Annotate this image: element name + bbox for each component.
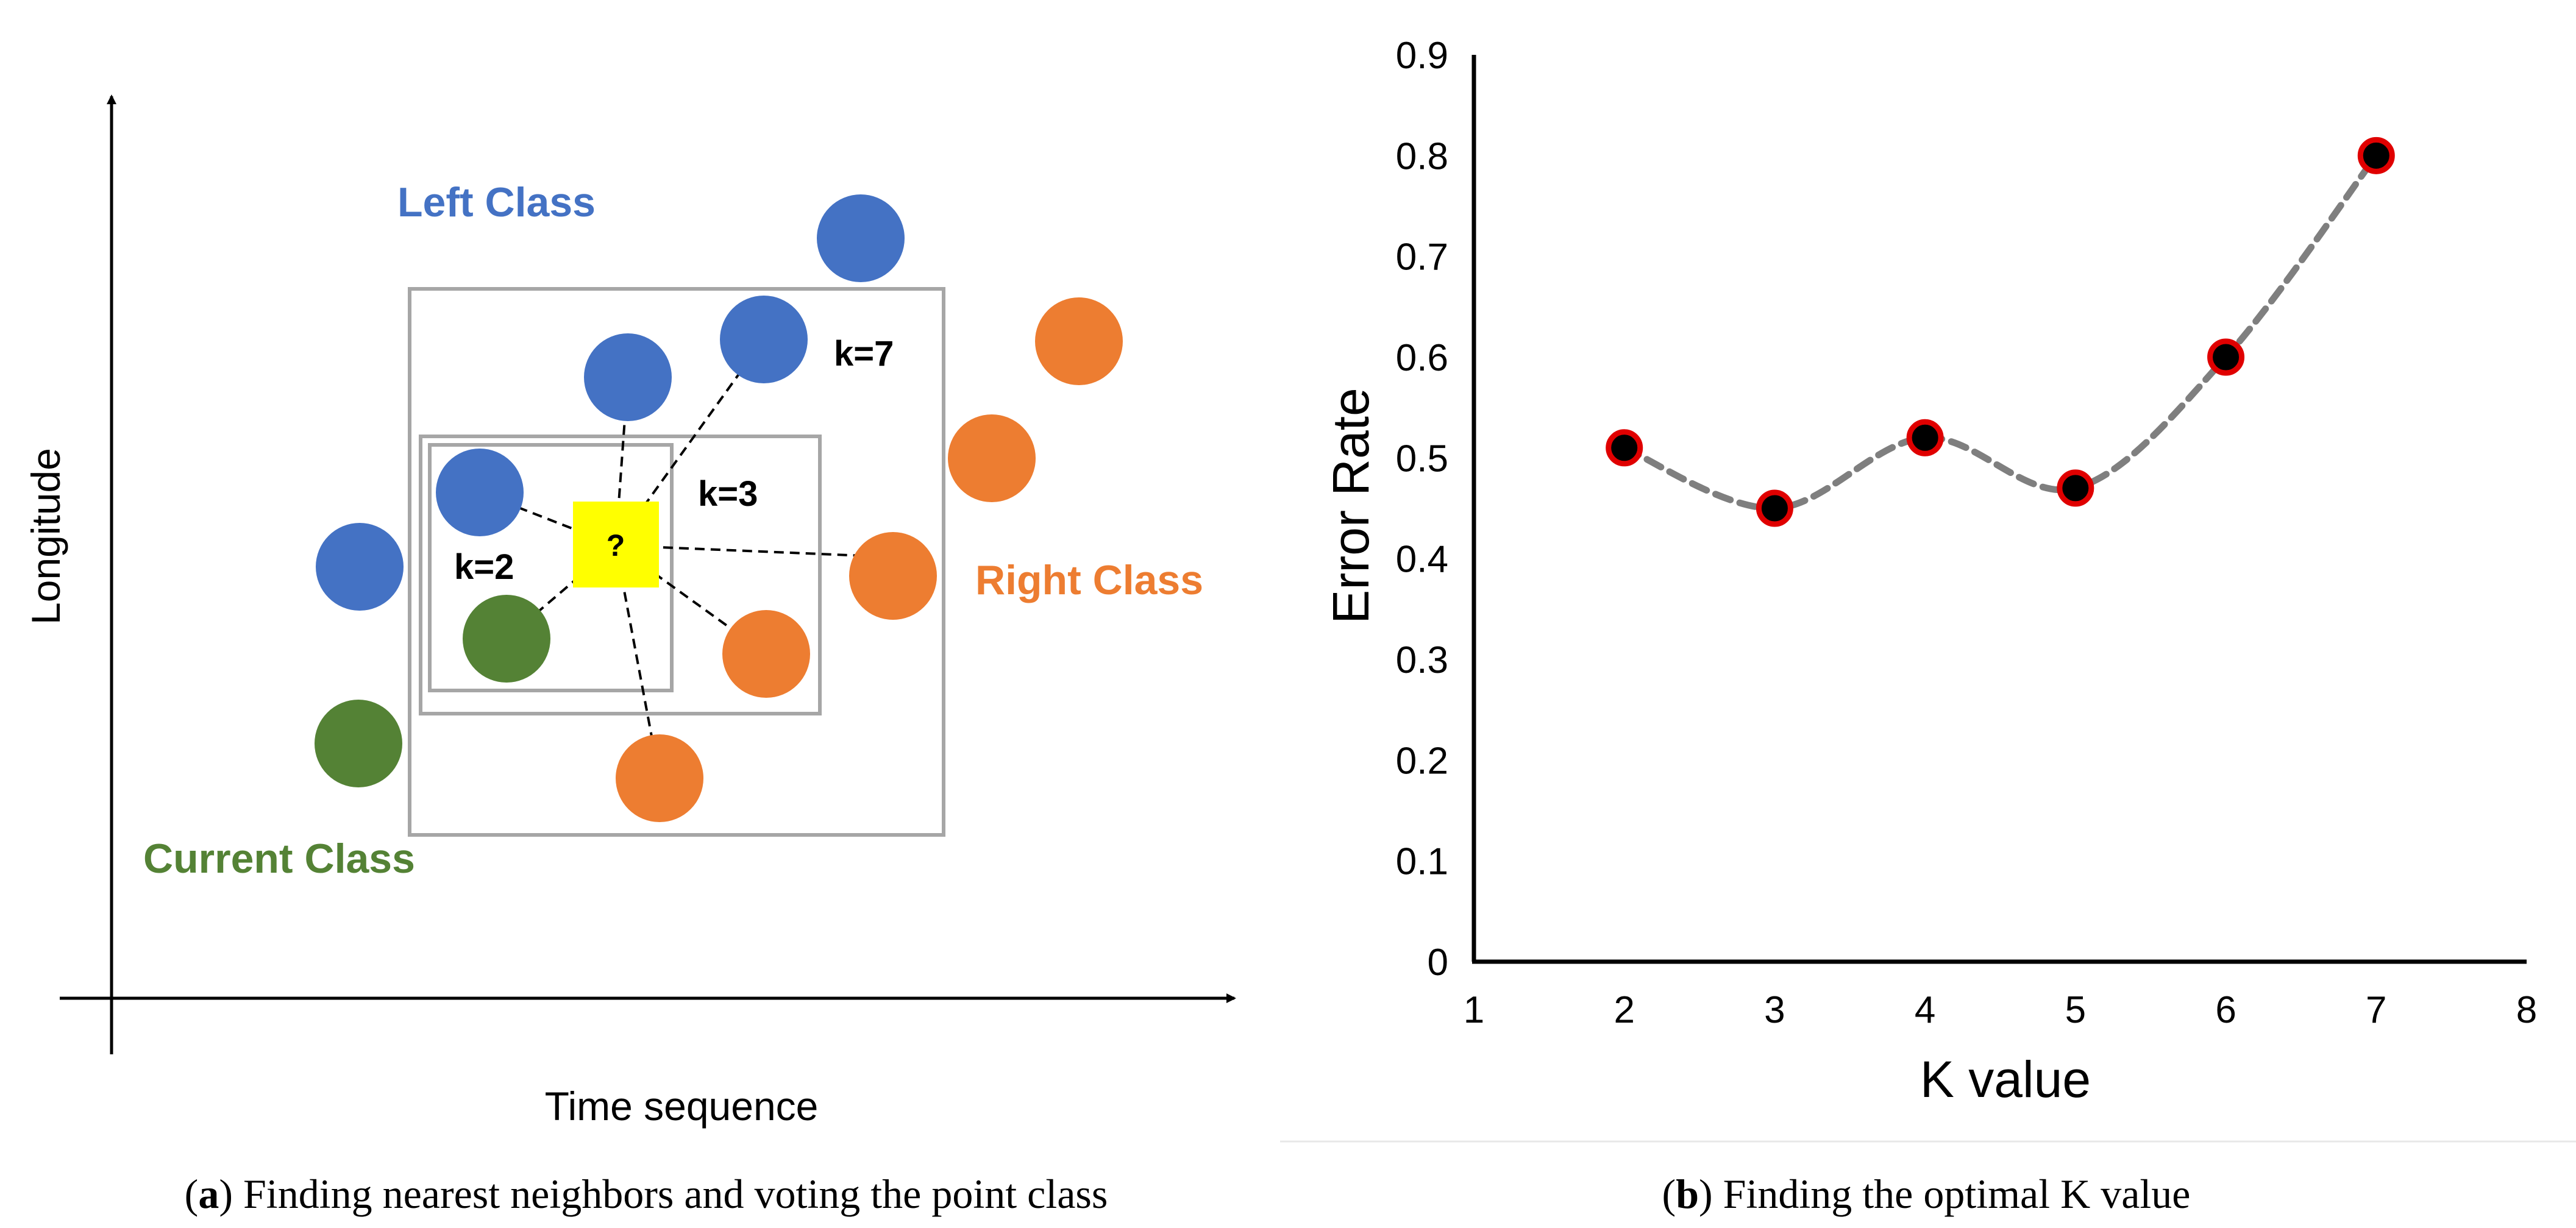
left-class-point — [817, 194, 905, 282]
caption-b-text: Finding the optimal K value — [1713, 1171, 2191, 1217]
caption-a-text: Finding nearest neighbors and voting the… — [233, 1171, 1108, 1217]
current-class-label: Current Class — [143, 836, 415, 882]
right-class-point — [1035, 297, 1123, 385]
x-tick-label: 3 — [1764, 989, 1785, 1031]
knn-diagram: ? k=7 k=3 k=2 Left Class Right Class Cur… — [23, 94, 1236, 1217]
k3-label: k=3 — [698, 474, 758, 514]
x-tick-label: 4 — [1915, 989, 1935, 1031]
y-tick-labels: 0 0.1 0.2 0.3 0.4 0.5 0.6 0.7 0.8 0.9 — [1396, 35, 1448, 984]
y-tick-label: 0.5 — [1396, 438, 1448, 480]
panel-b-k-value-chart: 0 0.1 0.2 0.3 0.4 0.5 0.6 0.7 0.8 0.9 1 2 3 4 5 6 7 8 K … — [1280, 0, 2576, 1228]
x-tick-labels: 1 2 3 4 5 6 7 8 — [1464, 989, 2537, 1031]
k7-label: k=7 — [834, 334, 894, 374]
right-class-label: Right Class — [975, 557, 1203, 603]
k2-box — [428, 443, 674, 692]
data-point-marker — [1756, 489, 1793, 527]
y-tick-label: 0.3 — [1396, 639, 1448, 681]
caption-b: (b) Finding the optimal K value — [1662, 1171, 2191, 1217]
data-point-marker — [2207, 338, 2245, 376]
left-class-point — [584, 333, 672, 421]
right-class-point — [948, 414, 1036, 502]
y-tick-label: 0.6 — [1396, 337, 1448, 379]
y-axis-label: Longitude — [23, 448, 68, 625]
data-point-marker — [2357, 137, 2395, 174]
query-symbol: ? — [607, 528, 625, 563]
y-tick-label: 0.8 — [1396, 135, 1448, 177]
chart-axes — [1471, 55, 2527, 964]
k7-box — [408, 287, 945, 837]
left-class-point — [316, 523, 404, 611]
y-tick-label: 0.4 — [1396, 539, 1448, 581]
y-tick-label: 0.1 — [1396, 841, 1448, 883]
x-tick-label: 1 — [1464, 989, 1484, 1031]
right-class-point — [616, 734, 703, 822]
connector — [615, 544, 894, 558]
caption-b-letter: b — [1676, 1171, 1699, 1217]
left-class-point — [436, 449, 524, 536]
chart-ylabel: Error Rate — [1322, 388, 1379, 623]
x-tick-label: 8 — [2516, 989, 2537, 1031]
data-point-marker — [2057, 469, 2094, 507]
chart-xlabel: K value — [1920, 1051, 2091, 1108]
y-tick-label: 0.2 — [1396, 740, 1448, 782]
caption-a: (a) Finding nearest neighbors and voting… — [185, 1171, 1108, 1217]
current-class-point — [463, 595, 550, 683]
right-class-point — [722, 610, 810, 698]
left-class-label: Left Class — [397, 179, 596, 225]
error-rate-chart: 0 0.1 0.2 0.3 0.4 0.5 0.6 0.7 0.8 0.9 1 2 3 4 5 6 7 8 K … — [1280, 35, 2576, 1217]
y-tick-label: 0.7 — [1396, 236, 1448, 279]
query-point — [573, 502, 659, 587]
error-rate-points — [1606, 137, 2395, 527]
x-tick-label: 5 — [2065, 989, 2086, 1031]
current-class-point — [315, 700, 402, 787]
x-axis-label: Time sequence — [545, 1084, 819, 1129]
panel-a-knn-illustration: ? k=7 k=3 k=2 Left Class Right Class Cur… — [0, 0, 1280, 1228]
y-tick-label: 0.9 — [1396, 35, 1448, 77]
caption-a-letter: a — [198, 1171, 219, 1217]
y-tick-label: 0 — [1428, 942, 1448, 984]
connector — [614, 377, 629, 546]
data-point-marker — [1606, 429, 1643, 467]
data-point-marker — [1906, 419, 1944, 456]
error-rate-series-line — [1621, 152, 2380, 512]
right-class-point — [849, 532, 937, 620]
k2-label: k=2 — [454, 547, 514, 587]
k3-box — [419, 435, 822, 715]
x-tick-label: 2 — [1614, 989, 1634, 1031]
x-tick-label: 6 — [2215, 989, 2236, 1031]
left-class-point — [720, 296, 808, 383]
x-tick-label: 7 — [2366, 989, 2386, 1031]
